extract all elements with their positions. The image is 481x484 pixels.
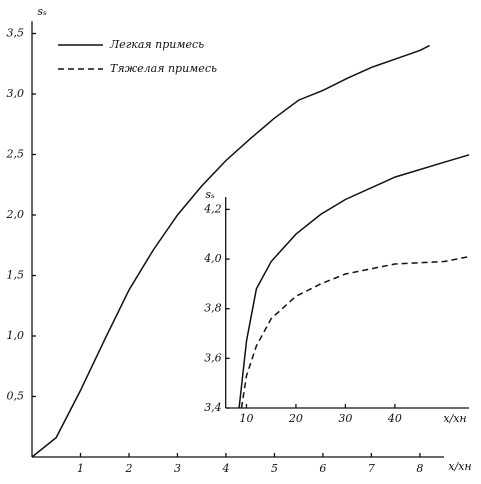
- y-tick-label: 0,5: [7, 390, 25, 403]
- y-tick-label: 4,2: [203, 202, 222, 215]
- x-tick-label: 8: [416, 462, 423, 475]
- x-tick-label: 7: [368, 462, 375, 475]
- data-line: [240, 255, 470, 409]
- x-axis-label: x/xн: [443, 412, 466, 425]
- x-tick-label: 20: [288, 412, 303, 425]
- y-tick-label: 1,5: [7, 269, 25, 282]
- y-tick-label: 2,5: [6, 148, 25, 161]
- data-line: [31, 44, 430, 458]
- y-tick-label: 3,0: [7, 87, 25, 100]
- y-tick-label: 3,4: [204, 401, 222, 414]
- x-tick-label: 4: [221, 462, 229, 475]
- x-tick-label: 40: [387, 412, 402, 425]
- x-tick-label: 6: [319, 462, 326, 475]
- x-tick-label: 10: [239, 412, 253, 425]
- y-tick-label: 2,0: [6, 208, 25, 221]
- x-tick-label: 3: [174, 462, 181, 475]
- y-tick-label: 4,0: [203, 252, 222, 265]
- y-tick-label: 3,6: [204, 351, 222, 364]
- x-tick-label: 2: [124, 462, 132, 475]
- x-tick-label: 1: [77, 462, 84, 475]
- x-tick-label: 30: [338, 412, 352, 425]
- x-axis-label: x/xн: [448, 460, 471, 473]
- y-axis-label: sₛ: [205, 188, 215, 201]
- y-tick-label: 3,8: [204, 302, 222, 315]
- legend-label: Легкая примесь: [109, 38, 204, 51]
- data-line: [238, 154, 470, 409]
- y-tick-label: 3,5: [7, 27, 25, 40]
- y-axis-label: sₛ: [37, 5, 47, 18]
- legend-label: Тяжелая примесь: [110, 62, 217, 75]
- x-tick-label: 5: [271, 462, 278, 475]
- y-tick-label: 1,0: [7, 329, 25, 342]
